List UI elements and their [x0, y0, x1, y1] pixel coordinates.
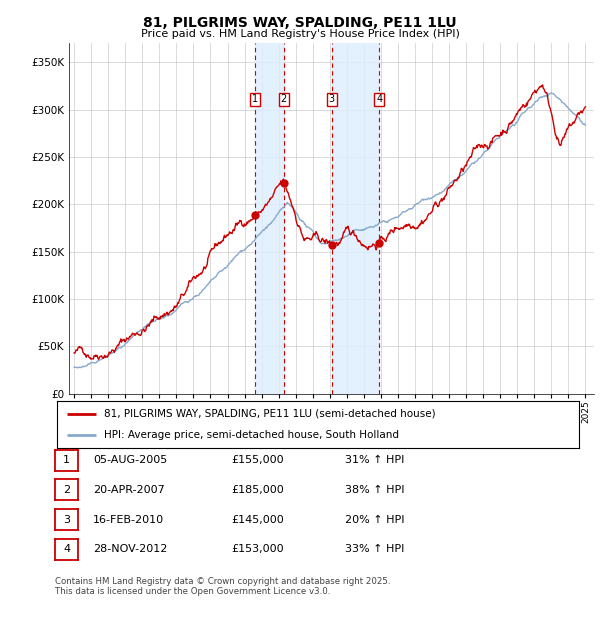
- Text: This data is licensed under the Open Government Licence v3.0.: This data is licensed under the Open Gov…: [55, 587, 331, 596]
- Text: 81, PILGRIMS WAY, SPALDING, PE11 1LU (semi-detached house): 81, PILGRIMS WAY, SPALDING, PE11 1LU (se…: [104, 409, 436, 419]
- Text: 3: 3: [329, 94, 335, 104]
- Text: 81, PILGRIMS WAY, SPALDING, PE11 1LU: 81, PILGRIMS WAY, SPALDING, PE11 1LU: [143, 16, 457, 30]
- Text: Contains HM Land Registry data © Crown copyright and database right 2025.: Contains HM Land Registry data © Crown c…: [55, 577, 391, 586]
- Text: 4: 4: [63, 544, 70, 554]
- Text: £185,000: £185,000: [231, 485, 284, 495]
- Text: 20-APR-2007: 20-APR-2007: [93, 485, 165, 495]
- Text: £155,000: £155,000: [231, 455, 284, 465]
- Text: 33% ↑ HPI: 33% ↑ HPI: [345, 544, 404, 554]
- Text: HPI: Average price, semi-detached house, South Holland: HPI: Average price, semi-detached house,…: [104, 430, 399, 440]
- Text: 4: 4: [376, 94, 382, 104]
- Bar: [254, 43, 284, 394]
- Text: 2: 2: [281, 94, 287, 104]
- Text: 1: 1: [63, 455, 70, 465]
- Text: 16-FEB-2010: 16-FEB-2010: [93, 515, 164, 525]
- Text: 31% ↑ HPI: 31% ↑ HPI: [345, 455, 404, 465]
- Text: 05-AUG-2005: 05-AUG-2005: [93, 455, 167, 465]
- Text: 2: 2: [63, 485, 70, 495]
- Text: 28-NOV-2012: 28-NOV-2012: [93, 544, 167, 554]
- Text: £153,000: £153,000: [231, 544, 284, 554]
- Bar: [332, 43, 379, 394]
- Text: 38% ↑ HPI: 38% ↑ HPI: [345, 485, 404, 495]
- Text: 1: 1: [251, 94, 257, 104]
- Text: 20% ↑ HPI: 20% ↑ HPI: [345, 515, 404, 525]
- Text: £145,000: £145,000: [231, 515, 284, 525]
- Text: 3: 3: [63, 515, 70, 525]
- Text: Price paid vs. HM Land Registry's House Price Index (HPI): Price paid vs. HM Land Registry's House …: [140, 29, 460, 38]
